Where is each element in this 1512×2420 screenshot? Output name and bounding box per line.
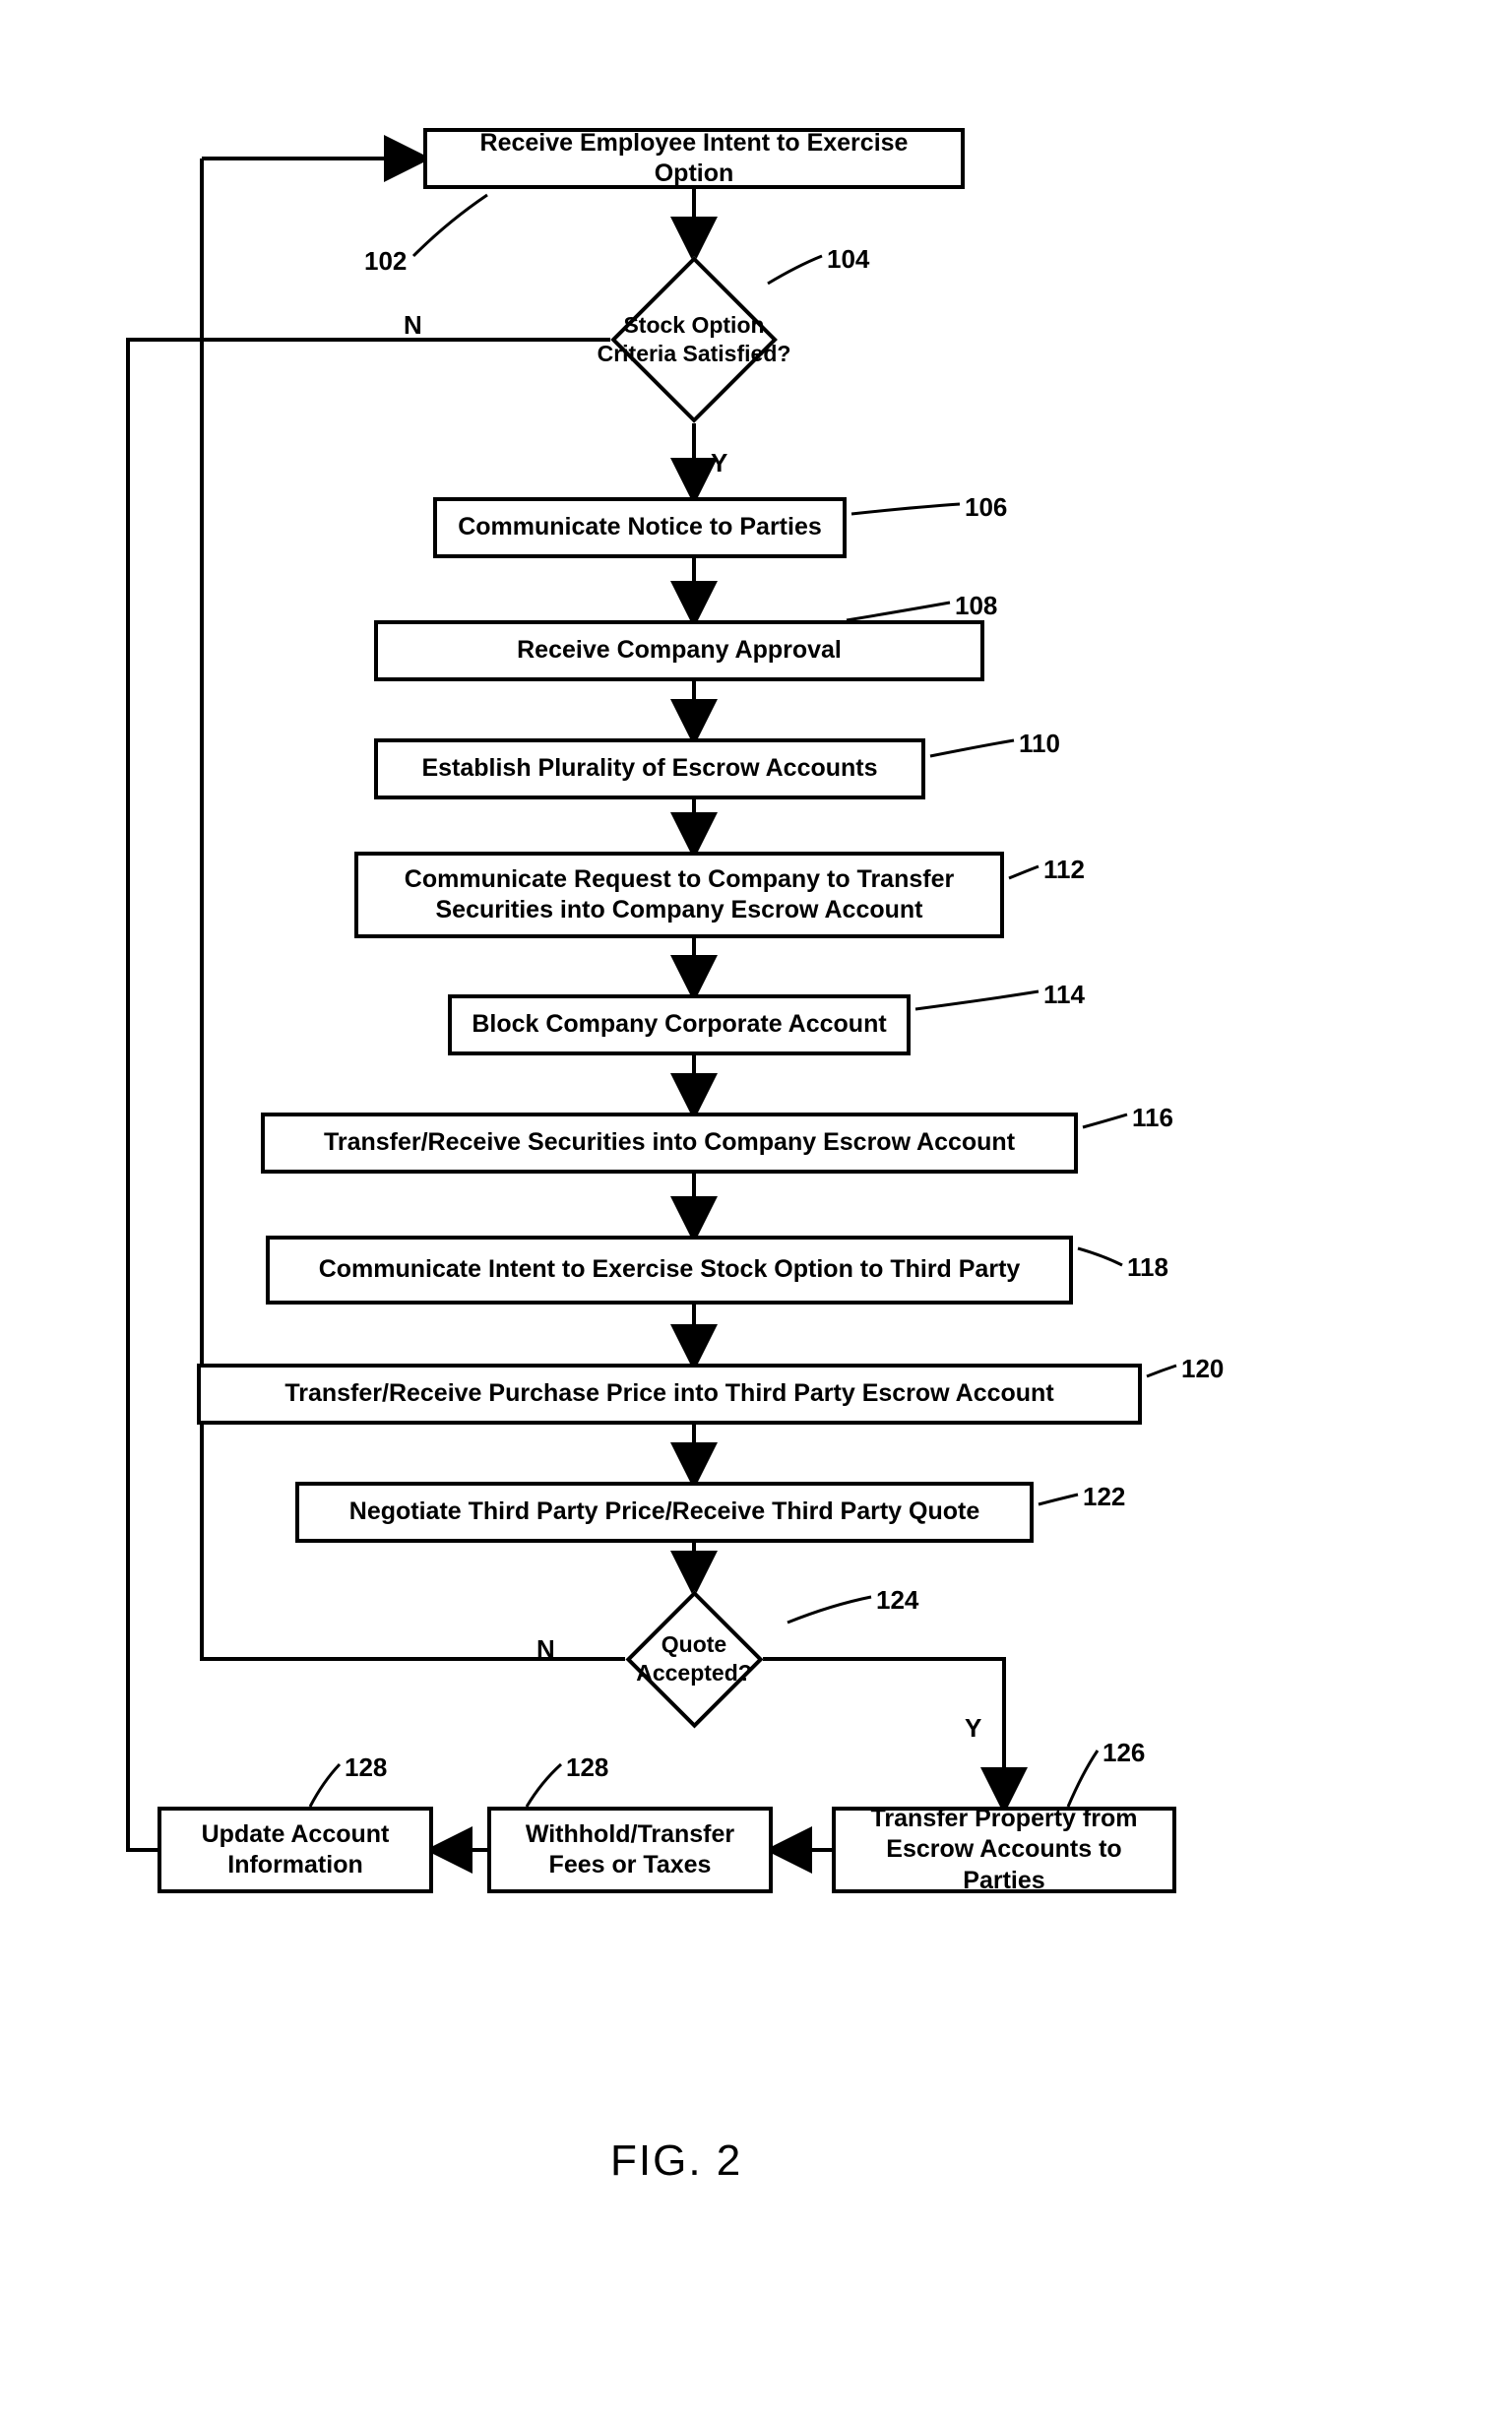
diamond-label: QuoteAccepted? — [577, 1590, 811, 1728]
flowchart-canvas: Receive Employee Intent to Exercise Opti… — [98, 98, 1414, 2322]
edges-layer — [98, 98, 1414, 2322]
ref-124: 124 — [876, 1585, 918, 1616]
node-receive-approval: Receive Company Approval — [374, 620, 984, 681]
node-label: Transfer/Receive Securities into Company… — [324, 1127, 1015, 1158]
diamond-label: Stock OptionCriteria Satisfied? — [552, 256, 837, 423]
node-negotiate-quote: Negotiate Third Party Price/Receive Thir… — [295, 1482, 1034, 1543]
leader-l114 — [915, 991, 1039, 1009]
edge-e_128a_loop — [128, 340, 202, 1850]
node-label: Communicate Notice to Parties — [458, 512, 822, 542]
node-label: Communicate Intent to Exercise Stock Opt… — [319, 1254, 1021, 1285]
leader-l122 — [1039, 1495, 1078, 1504]
node-label: Negotiate Third Party Price/Receive Thir… — [349, 1497, 979, 1527]
node-label: Communicate Request to Company to Transf… — [405, 864, 954, 926]
edge-label-n-104: N — [404, 310, 422, 341]
node-block-account: Block Company Corporate Account — [448, 994, 911, 1055]
ref-106: 106 — [965, 492, 1007, 523]
ref-110: 110 — [1019, 729, 1060, 759]
leader-l128b — [527, 1764, 561, 1807]
leader-l126 — [1068, 1751, 1098, 1807]
edge-label-y-124: Y — [965, 1713, 981, 1744]
node-label: Block Company Corporate Account — [472, 1009, 886, 1040]
node-label: Update AccountInformation — [202, 1819, 390, 1881]
ref-102: 102 — [364, 246, 407, 277]
ref-108: 108 — [955, 591, 997, 621]
leader-l108 — [847, 603, 950, 620]
ref-114: 114 — [1043, 980, 1085, 1010]
node-label: Transfer/Receive Purchase Price into Thi… — [284, 1378, 1053, 1409]
ref-112: 112 — [1043, 855, 1085, 885]
leader-l110 — [930, 740, 1014, 756]
node-label: Receive Company Approval — [517, 635, 842, 666]
node-transfer-property: Transfer Property fromEscrow Accounts to… — [832, 1807, 1176, 1893]
ref-122: 122 — [1083, 1482, 1125, 1512]
ref-118: 118 — [1127, 1252, 1168, 1283]
ref-104: 104 — [827, 244, 869, 275]
leader-l128a — [310, 1764, 340, 1807]
ref-116: 116 — [1132, 1103, 1173, 1133]
node-update-account: Update AccountInformation — [158, 1807, 433, 1893]
node-label: Receive Employee Intent to Exercise Opti… — [441, 128, 947, 190]
ref-128b: 128 — [566, 1752, 608, 1783]
leader-l106 — [851, 504, 960, 514]
node-withhold-fees: Withhold/TransferFees or Taxes — [487, 1807, 773, 1893]
leader-l112 — [1009, 866, 1039, 878]
decision-quote-accepted: QuoteAccepted? — [625, 1590, 763, 1728]
decision-criteria-satisfied: Stock OptionCriteria Satisfied? — [610, 256, 778, 423]
node-communicate-notice: Communicate Notice to Parties — [433, 497, 847, 558]
node-establish-escrow: Establish Plurality of Escrow Accounts — [374, 738, 925, 799]
ref-126: 126 — [1102, 1738, 1145, 1768]
node-request-transfer: Communicate Request to Company to Transf… — [354, 852, 1004, 938]
node-label: Transfer Property fromEscrow Accounts to… — [850, 1804, 1159, 1896]
leader-l102 — [413, 195, 487, 256]
edge-label-n-124: N — [536, 1634, 555, 1665]
edge-label-y-104: Y — [711, 448, 727, 478]
node-receive-intent: Receive Employee Intent to Exercise Opti… — [423, 128, 965, 189]
figure-label: FIG. 2 — [610, 2136, 742, 2186]
node-transfer-securities: Transfer/Receive Securities into Company… — [261, 1113, 1078, 1174]
ref-128a: 128 — [345, 1752, 387, 1783]
leader-l120 — [1147, 1366, 1176, 1376]
leader-l118 — [1078, 1248, 1122, 1265]
node-transfer-purchase-price: Transfer/Receive Purchase Price into Thi… — [197, 1364, 1142, 1425]
leader-l116 — [1083, 1114, 1127, 1127]
node-communicate-third-party: Communicate Intent to Exercise Stock Opt… — [266, 1236, 1073, 1305]
node-label: Establish Plurality of Escrow Accounts — [421, 753, 877, 784]
node-label: Withhold/TransferFees or Taxes — [526, 1819, 734, 1881]
ref-120: 120 — [1181, 1354, 1224, 1384]
